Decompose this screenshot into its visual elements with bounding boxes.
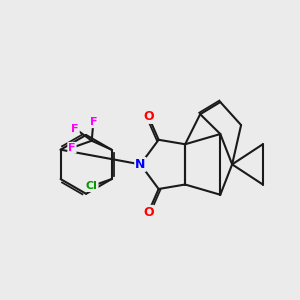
Text: O: O <box>143 110 154 123</box>
Text: O: O <box>143 206 154 219</box>
Text: F: F <box>68 143 76 153</box>
Text: F: F <box>90 117 97 127</box>
Text: Cl: Cl <box>86 181 98 191</box>
Text: N: N <box>135 158 146 171</box>
Text: F: F <box>71 124 79 134</box>
